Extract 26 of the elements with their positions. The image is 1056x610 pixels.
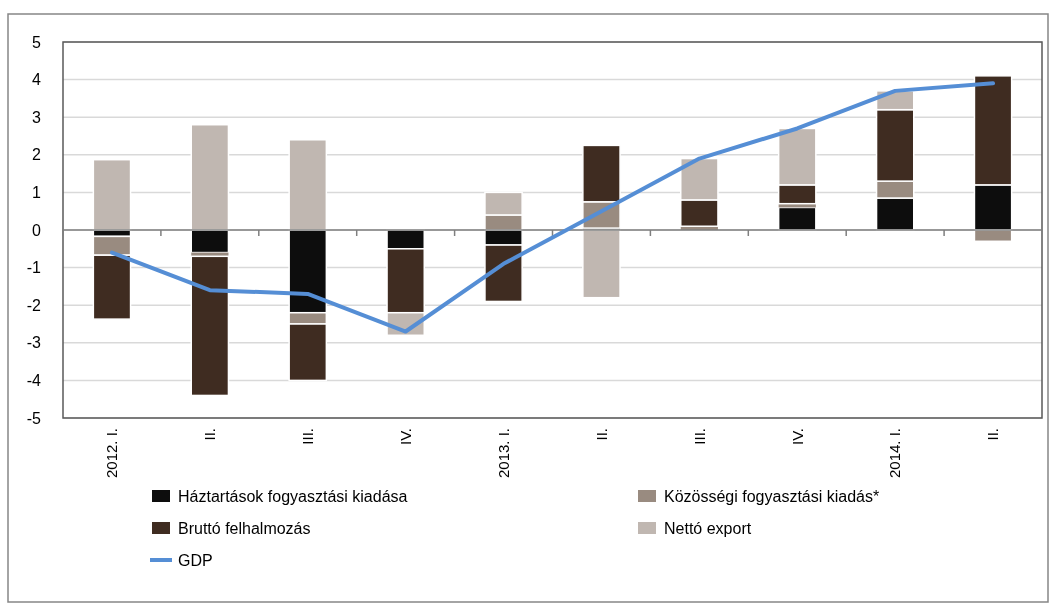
- x-tick-label: 2014. I.: [886, 428, 904, 479]
- legend-label: Bruttó felhalmozás: [178, 519, 311, 537]
- y-tick-label: -3: [26, 334, 42, 352]
- y-tick-label: 3: [32, 108, 42, 126]
- x-tick-label: 2013. I.: [494, 428, 512, 479]
- x-tick-label: III.: [299, 428, 316, 445]
- y-tick-label: -5: [26, 409, 42, 427]
- y-tick-label: 5: [32, 33, 42, 51]
- y-tick-label: 1: [32, 184, 42, 201]
- x-tick-label: 2012. I.: [103, 428, 121, 479]
- y-tick-label: 2: [32, 146, 42, 164]
- y-tick-label: 0: [32, 221, 42, 239]
- legend-label: Háztartások fogyasztási kiadása: [178, 487, 408, 505]
- legend-label: Nettó export: [664, 519, 752, 537]
- x-tick-label: IV.: [788, 428, 806, 445]
- y-tick-label: -2: [26, 296, 42, 314]
- x-tick-label: III.: [690, 428, 708, 445]
- x-tick-label: II.: [201, 428, 219, 441]
- x-tick-label: II.: [984, 428, 1002, 441]
- y-tick-label: -4: [26, 372, 42, 389]
- y-tick-label: -1: [26, 259, 42, 277]
- x-tick-label: IV.: [396, 428, 414, 445]
- legend-label: GDP: [178, 551, 213, 569]
- y-tick-label: 4: [32, 71, 42, 89]
- x-tick-label: II.: [592, 428, 610, 441]
- legend-label: Közösségi fogyasztási kiadás*: [664, 487, 880, 505]
